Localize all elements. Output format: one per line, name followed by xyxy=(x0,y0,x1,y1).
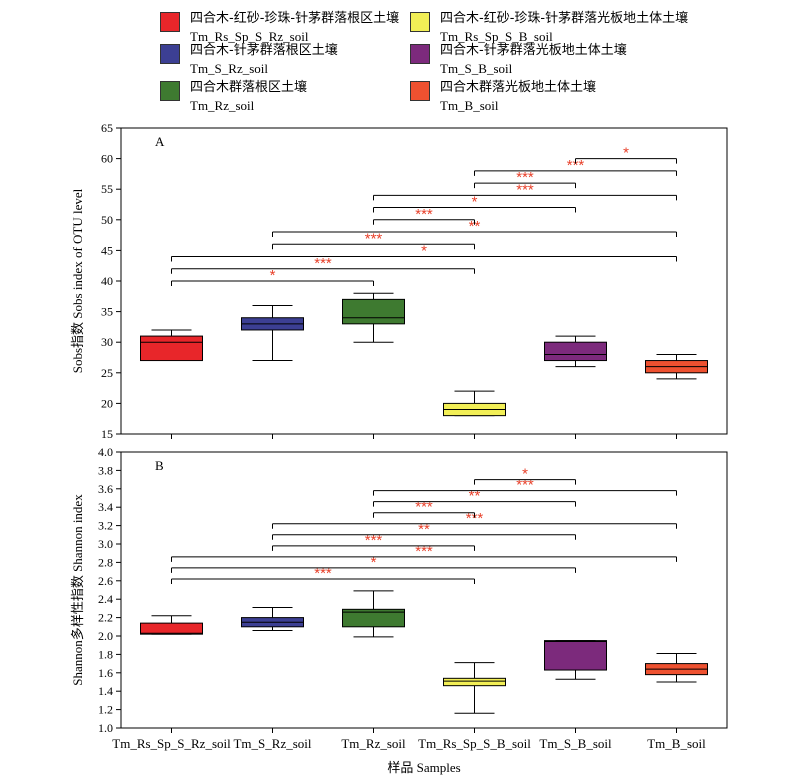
legend-item: 四合木群落光板地土体土壤 Tm_B_soil xyxy=(410,79,596,115)
y-tick-label: 2.6 xyxy=(98,574,113,588)
panel-label: A xyxy=(155,134,165,149)
sig-label: *** xyxy=(415,543,433,560)
y-tick-label: 45 xyxy=(101,243,113,257)
y-tick-label: 1.4 xyxy=(98,684,113,698)
legend-label-en: Tm_S_Rz_soil xyxy=(190,61,269,76)
y-tick-label: 40 xyxy=(101,274,113,288)
y-tick-label: 2.4 xyxy=(98,592,113,606)
legend-label-en: Tm_Rs_Sp_S_Rz_soil xyxy=(190,29,309,44)
sig-label: *** xyxy=(415,206,433,223)
box xyxy=(544,640,607,671)
y-tick-label: 55 xyxy=(101,182,113,196)
legend-swatch xyxy=(410,81,430,101)
legend: 四合木-红砂-珍珠-针茅群落根区土壤 Tm_Rs_Sp_S_Rz_soil 四合木-… xyxy=(0,0,800,130)
legend-item: 四合木群落根区土壤 Tm_Rz_soil xyxy=(160,79,307,115)
legend-label-zh: 四合木-针茅群落光板地土体土壤 xyxy=(440,43,627,58)
y-tick-label: 20 xyxy=(101,396,113,410)
y-tick-label: 3.4 xyxy=(98,500,113,514)
sig-label: *** xyxy=(365,230,383,247)
x-tick-label: Tm_Rs_Sp_S_B_soil xyxy=(418,736,531,751)
sig-label: ** xyxy=(469,218,481,235)
sig-label: * xyxy=(623,145,629,162)
box xyxy=(544,341,607,362)
y-tick-label: 3.0 xyxy=(98,537,113,551)
y-tick-label: 1.6 xyxy=(98,666,113,680)
y-tick-label: 50 xyxy=(101,213,113,227)
y-tick-label: 25 xyxy=(101,366,113,380)
legend-swatch xyxy=(160,12,180,32)
y-tick-label: 1.2 xyxy=(98,703,113,717)
legend-item: 四合木-红砂-珍珠-针茅群落光板地土体土壤 Tm_Rs_Sp_S_B_soil xyxy=(410,10,688,46)
box xyxy=(140,335,203,362)
x-tick-label: Tm_S_Rz_soil xyxy=(233,736,311,751)
sig-label: *** xyxy=(365,532,383,549)
legend-swatch xyxy=(160,81,180,101)
legend-swatch xyxy=(160,44,180,64)
x-tick-label: Tm_B_soil xyxy=(647,736,706,751)
sig-label: *** xyxy=(516,169,534,186)
sig-label: *** xyxy=(516,181,534,198)
sig-label: * xyxy=(472,194,478,211)
sig-label: * xyxy=(270,267,276,284)
x-tick-label: Tm_S_B_soil xyxy=(539,736,612,751)
y-tick-label: 60 xyxy=(101,152,113,166)
sig-label: *** xyxy=(516,477,534,494)
legend-item: 四合木-红砂-珍珠-针茅群落根区土壤 Tm_Rs_Sp_S_Rz_soil xyxy=(160,10,399,46)
sig-label: ** xyxy=(418,521,430,538)
box xyxy=(342,298,405,325)
y-tick-label: 1.8 xyxy=(98,647,113,661)
y-tick-label: 1.0 xyxy=(98,721,113,735)
legend-label-en: Tm_S_B_soil xyxy=(440,61,513,76)
sig-label: * xyxy=(522,466,528,483)
y-tick-label: 35 xyxy=(101,305,113,319)
legend-label-zh: 四合木-红砂-珍珠-针茅群落光板地土体土壤 xyxy=(440,11,689,26)
legend-label-en: Tm_Rz_soil xyxy=(190,98,255,113)
y-axis-label: Shannon多样性指数 Shannon index xyxy=(70,494,85,686)
legend-label-zh: 四合木-红砂-珍珠-针茅群落根区土壤 xyxy=(190,11,400,26)
sig-label: *** xyxy=(415,499,433,516)
x-tick-label: Tm_Rz_soil xyxy=(341,736,406,751)
legend-item: 四合木-针茅群落光板地土体土壤 Tm_S_B_soil xyxy=(410,42,627,78)
box xyxy=(342,608,405,628)
box xyxy=(443,677,506,687)
y-tick-label: 2.0 xyxy=(98,629,113,643)
legend-label-en: Tm_Rs_Sp_S_B_soil xyxy=(440,29,553,44)
sig-label: * xyxy=(371,554,377,571)
y-tick-label: 3.2 xyxy=(98,519,113,533)
x-tick-label: Tm_Rs_Sp_S_Rz_soil xyxy=(112,736,231,751)
legend-label-en: Tm_B_soil xyxy=(440,98,499,113)
legend-swatch xyxy=(410,12,430,32)
legend-label-zh: 四合木群落光板地土体土壤 xyxy=(440,80,597,95)
sig-label: *** xyxy=(314,565,332,582)
legend-swatch xyxy=(410,44,430,64)
sig-label: *** xyxy=(466,510,484,527)
y-tick-label: 3.6 xyxy=(98,482,113,496)
y-tick-label: 2.2 xyxy=(98,611,113,625)
sig-label: * xyxy=(421,243,427,260)
legend-label-zh: 四合木-针茅群落根区土壤 xyxy=(190,43,338,58)
legend-item: 四合木-针茅群落根区土壤 Tm_S_Rz_soil xyxy=(160,42,338,78)
plot-frame xyxy=(120,451,728,729)
box xyxy=(140,622,203,635)
y-tick-label: 3.8 xyxy=(98,463,113,477)
x-axis-label: 样品 Samples xyxy=(387,760,460,775)
y-tick-label: 2.8 xyxy=(98,555,113,569)
y-tick-label: 65 xyxy=(101,121,113,135)
legend-label-zh: 四合木群落根区土壤 xyxy=(190,80,308,95)
sig-label: *** xyxy=(314,255,332,272)
y-tick-label: 30 xyxy=(101,335,113,349)
sig-label: ** xyxy=(469,488,481,505)
panel-label: B xyxy=(155,458,164,473)
y-tick-label: 4.0 xyxy=(98,445,113,459)
y-axis-label: Sobs指数 Sobs index of OTU level xyxy=(70,188,85,373)
y-tick-label: 15 xyxy=(101,427,113,441)
sig-label: *** xyxy=(567,157,585,174)
